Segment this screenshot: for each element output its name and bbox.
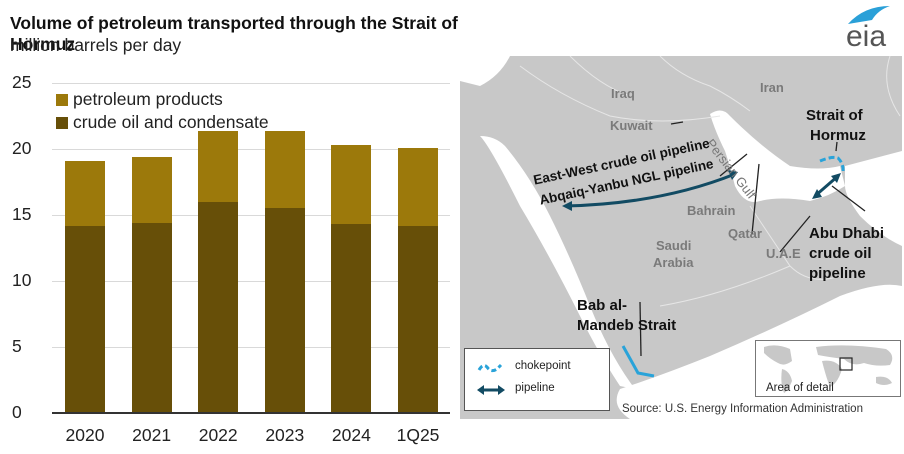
bar-segment-crude-oil <box>131 222 172 413</box>
bar-segment-petroleum-products <box>131 156 172 223</box>
bar-segment-crude-oil <box>264 208 305 413</box>
gridline <box>52 83 450 84</box>
label-iran: Iran <box>760 80 784 95</box>
gridline <box>52 281 450 282</box>
label-strait-of-hormuz-1: Strait of <box>806 107 863 124</box>
map-legend: chokepoint pipeline <box>464 348 610 411</box>
gridline <box>52 215 450 216</box>
label-abu-dhabi-2: crude oil <box>809 245 872 262</box>
y-tick-20: 20 <box>12 138 32 158</box>
gridline <box>52 347 450 348</box>
chart-legend: petroleum products crude oil and condens… <box>56 88 269 134</box>
bar-segment-petroleum-products <box>331 145 372 225</box>
label-bahrain: Bahrain <box>687 203 736 218</box>
legend-pipeline-label: pipeline <box>515 382 555 394</box>
y-tick-5: 5 <box>12 336 22 356</box>
x-tick-2024: 2024 <box>331 425 371 445</box>
inset-label: Area of detail <box>766 382 834 394</box>
legend-swatch-products <box>56 93 68 106</box>
svg-text:eia: eia <box>846 20 886 50</box>
bar-2020 <box>65 160 105 413</box>
chokepoint-legend-icon <box>477 363 503 373</box>
bar-2024 <box>331 145 372 413</box>
legend-icons <box>477 363 505 395</box>
inset-world-map: Area of detail <box>755 340 901 397</box>
bar-segment-petroleum-products <box>65 160 105 226</box>
gridline <box>52 149 450 150</box>
label-saudi: Saudi <box>656 238 692 253</box>
pipeline-legend-icon <box>477 385 484 395</box>
bar-2021 <box>131 156 172 413</box>
bar-segment-crude-oil <box>198 201 239 413</box>
bar-segment-crude-oil <box>398 225 438 413</box>
label-arabia: Arabia <box>653 255 694 270</box>
label-bab-al-mandeb-1: Bab al- <box>577 297 628 314</box>
label-uae: U.A.E <box>766 246 801 261</box>
area-of-detail-box <box>839 357 853 371</box>
y-tick-10: 10 <box>12 270 32 290</box>
bar-segment-crude-oil <box>65 225 105 413</box>
x-tick-2021: 2021 <box>132 425 172 445</box>
y-tick-15: 15 <box>12 204 32 224</box>
label-qatar: Qatar <box>728 226 762 241</box>
legend-swatch-crude <box>56 116 68 129</box>
x-tick-2022: 2022 <box>198 425 238 445</box>
legend-label-products: petroleum products <box>73 89 223 109</box>
x-tick-2020: 2020 <box>65 425 105 445</box>
stacked-bar-chart: Volume of petroleum transported through … <box>10 13 458 445</box>
label-abu-dhabi-1: Abu Dhabi <box>809 225 884 242</box>
chart-title: Volume of petroleum transported through … <box>10 13 458 54</box>
eia-logo-icon: eia <box>846 6 890 50</box>
bar-segment-crude-oil <box>331 224 372 413</box>
world-map-icon <box>764 345 893 393</box>
region-map: Iraq Iran Kuwait Bahrain Qatar U.A.E Sau… <box>460 56 902 419</box>
legend-label-crude: crude oil and condensate <box>73 112 269 132</box>
bar-1Q25 <box>398 147 438 413</box>
label-kuwait: Kuwait <box>610 118 653 133</box>
legend-item-crude: crude oil and condensate <box>56 111 269 134</box>
source-note: Source: U.S. Energy Information Administ… <box>622 403 863 415</box>
bar-segment-petroleum-products <box>398 147 438 226</box>
bar-2022 <box>198 130 239 413</box>
chart-subtitle: million barrels per day <box>10 35 182 55</box>
x-tick-2023: 2023 <box>265 425 305 445</box>
bar-2023 <box>264 130 305 413</box>
bar-segment-petroleum-products <box>198 130 239 202</box>
label-bab-al-mandeb-2: Mandeb Strait <box>577 317 677 334</box>
x-tick-1Q25: 1Q25 <box>396 425 440 445</box>
y-tick-0: 0 <box>12 402 22 422</box>
bar-segment-petroleum-products <box>264 130 305 209</box>
label-strait-of-hormuz-2: Hormuz <box>810 127 866 144</box>
y-tick-25: 25 <box>12 72 32 92</box>
legend-chokepoint-label: chokepoint <box>515 360 571 372</box>
label-iraq: Iraq <box>611 86 635 101</box>
legend-item-products: petroleum products <box>56 88 269 111</box>
x-axis-line <box>52 412 450 414</box>
label-abu-dhabi-3: pipeline <box>809 265 866 282</box>
